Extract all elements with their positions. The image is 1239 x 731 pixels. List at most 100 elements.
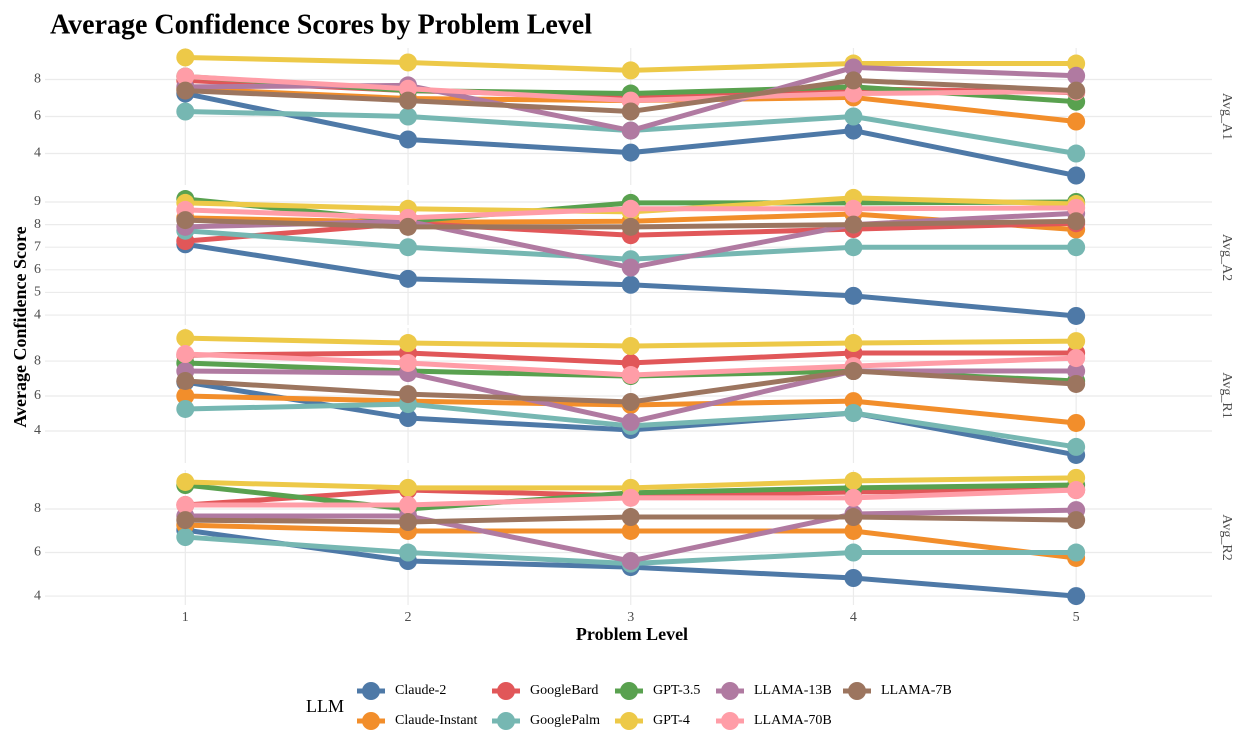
series [176, 481, 1086, 515]
point [176, 399, 195, 418]
point [1067, 112, 1086, 131]
legend-label: LLAMA-13B [754, 683, 832, 698]
point [844, 488, 863, 507]
point [844, 84, 863, 103]
x-tick-label: 1 [182, 610, 189, 625]
point [621, 102, 640, 121]
legend-swatch [721, 682, 739, 700]
point [399, 130, 418, 149]
point [399, 543, 418, 562]
y-tick-label: 6 [34, 388, 41, 403]
legend-label: GooglePalm [530, 713, 600, 728]
point [844, 58, 863, 77]
point [1067, 587, 1086, 606]
series [176, 48, 1086, 80]
x-tick-label: 4 [850, 610, 857, 625]
chart-title: Average Confidence Scores by Problem Lev… [50, 9, 592, 40]
legend-label: Claude-Instant [395, 713, 478, 728]
point [621, 488, 640, 507]
point [621, 337, 640, 356]
point [621, 392, 640, 411]
point [1067, 511, 1086, 530]
point [1067, 413, 1086, 432]
legend-swatch [721, 712, 739, 730]
point [399, 409, 418, 428]
legend-swatch [497, 682, 515, 700]
point [1067, 362, 1086, 381]
point [176, 371, 195, 390]
point [176, 102, 195, 121]
point [176, 67, 195, 86]
point [844, 238, 863, 257]
point [621, 552, 640, 571]
point [621, 143, 640, 162]
x-tick-label: 3 [627, 610, 634, 625]
point [399, 353, 418, 372]
legend-swatch [848, 682, 866, 700]
point [1067, 212, 1086, 231]
point [399, 91, 418, 110]
point [844, 403, 863, 422]
point [1067, 437, 1086, 456]
point [176, 211, 195, 230]
point [621, 275, 640, 294]
y-tick-label: 6 [34, 262, 41, 277]
point [176, 81, 195, 100]
y-tick-label: 5 [34, 285, 41, 300]
legend-swatch [362, 682, 380, 700]
point [1067, 349, 1086, 368]
y-axis-label: Average Confidence Score [10, 226, 30, 427]
x-tick-label: 5 [1073, 610, 1080, 625]
point [621, 366, 640, 385]
point [1067, 238, 1086, 257]
x-axis-label: Problem Level [576, 624, 688, 644]
y-tick-label: 4 [34, 307, 41, 322]
series [176, 345, 1086, 385]
point [176, 48, 195, 67]
point [1067, 66, 1086, 85]
y-tick-label: 9 [34, 194, 41, 209]
point [399, 107, 418, 126]
point [399, 478, 418, 497]
point [844, 543, 863, 562]
point [399, 385, 418, 404]
point [621, 199, 640, 218]
point [399, 238, 418, 257]
legend-label: LLAMA-70B [754, 713, 832, 728]
point [621, 521, 640, 540]
legend-label: LLAMA-7B [881, 683, 952, 698]
legend-swatch [497, 712, 515, 730]
point [176, 511, 195, 530]
x-tick-label: 2 [405, 610, 412, 625]
point [1067, 198, 1086, 217]
series [176, 362, 1086, 411]
legend-label: GoogleBard [530, 683, 598, 698]
y-tick-label: 8 [34, 217, 41, 232]
facet-label: Avg_A1 [1219, 93, 1234, 140]
point [621, 61, 640, 80]
series [176, 71, 1086, 121]
point [1067, 306, 1086, 325]
point [176, 345, 195, 364]
point [176, 472, 195, 491]
point [1067, 81, 1086, 100]
point [176, 528, 195, 547]
legend-label: GPT-4 [653, 713, 690, 728]
point [844, 521, 863, 540]
point [399, 334, 418, 353]
point [844, 362, 863, 381]
point [844, 107, 863, 126]
y-tick-label: 4 [34, 423, 41, 438]
point [844, 334, 863, 353]
point [844, 199, 863, 218]
point [844, 286, 863, 305]
point [399, 217, 418, 236]
point [621, 258, 640, 277]
point [844, 569, 863, 587]
point [844, 471, 863, 490]
point [844, 121, 863, 140]
point [176, 329, 195, 348]
y-tick-label: 8 [34, 353, 41, 368]
point [621, 508, 640, 527]
